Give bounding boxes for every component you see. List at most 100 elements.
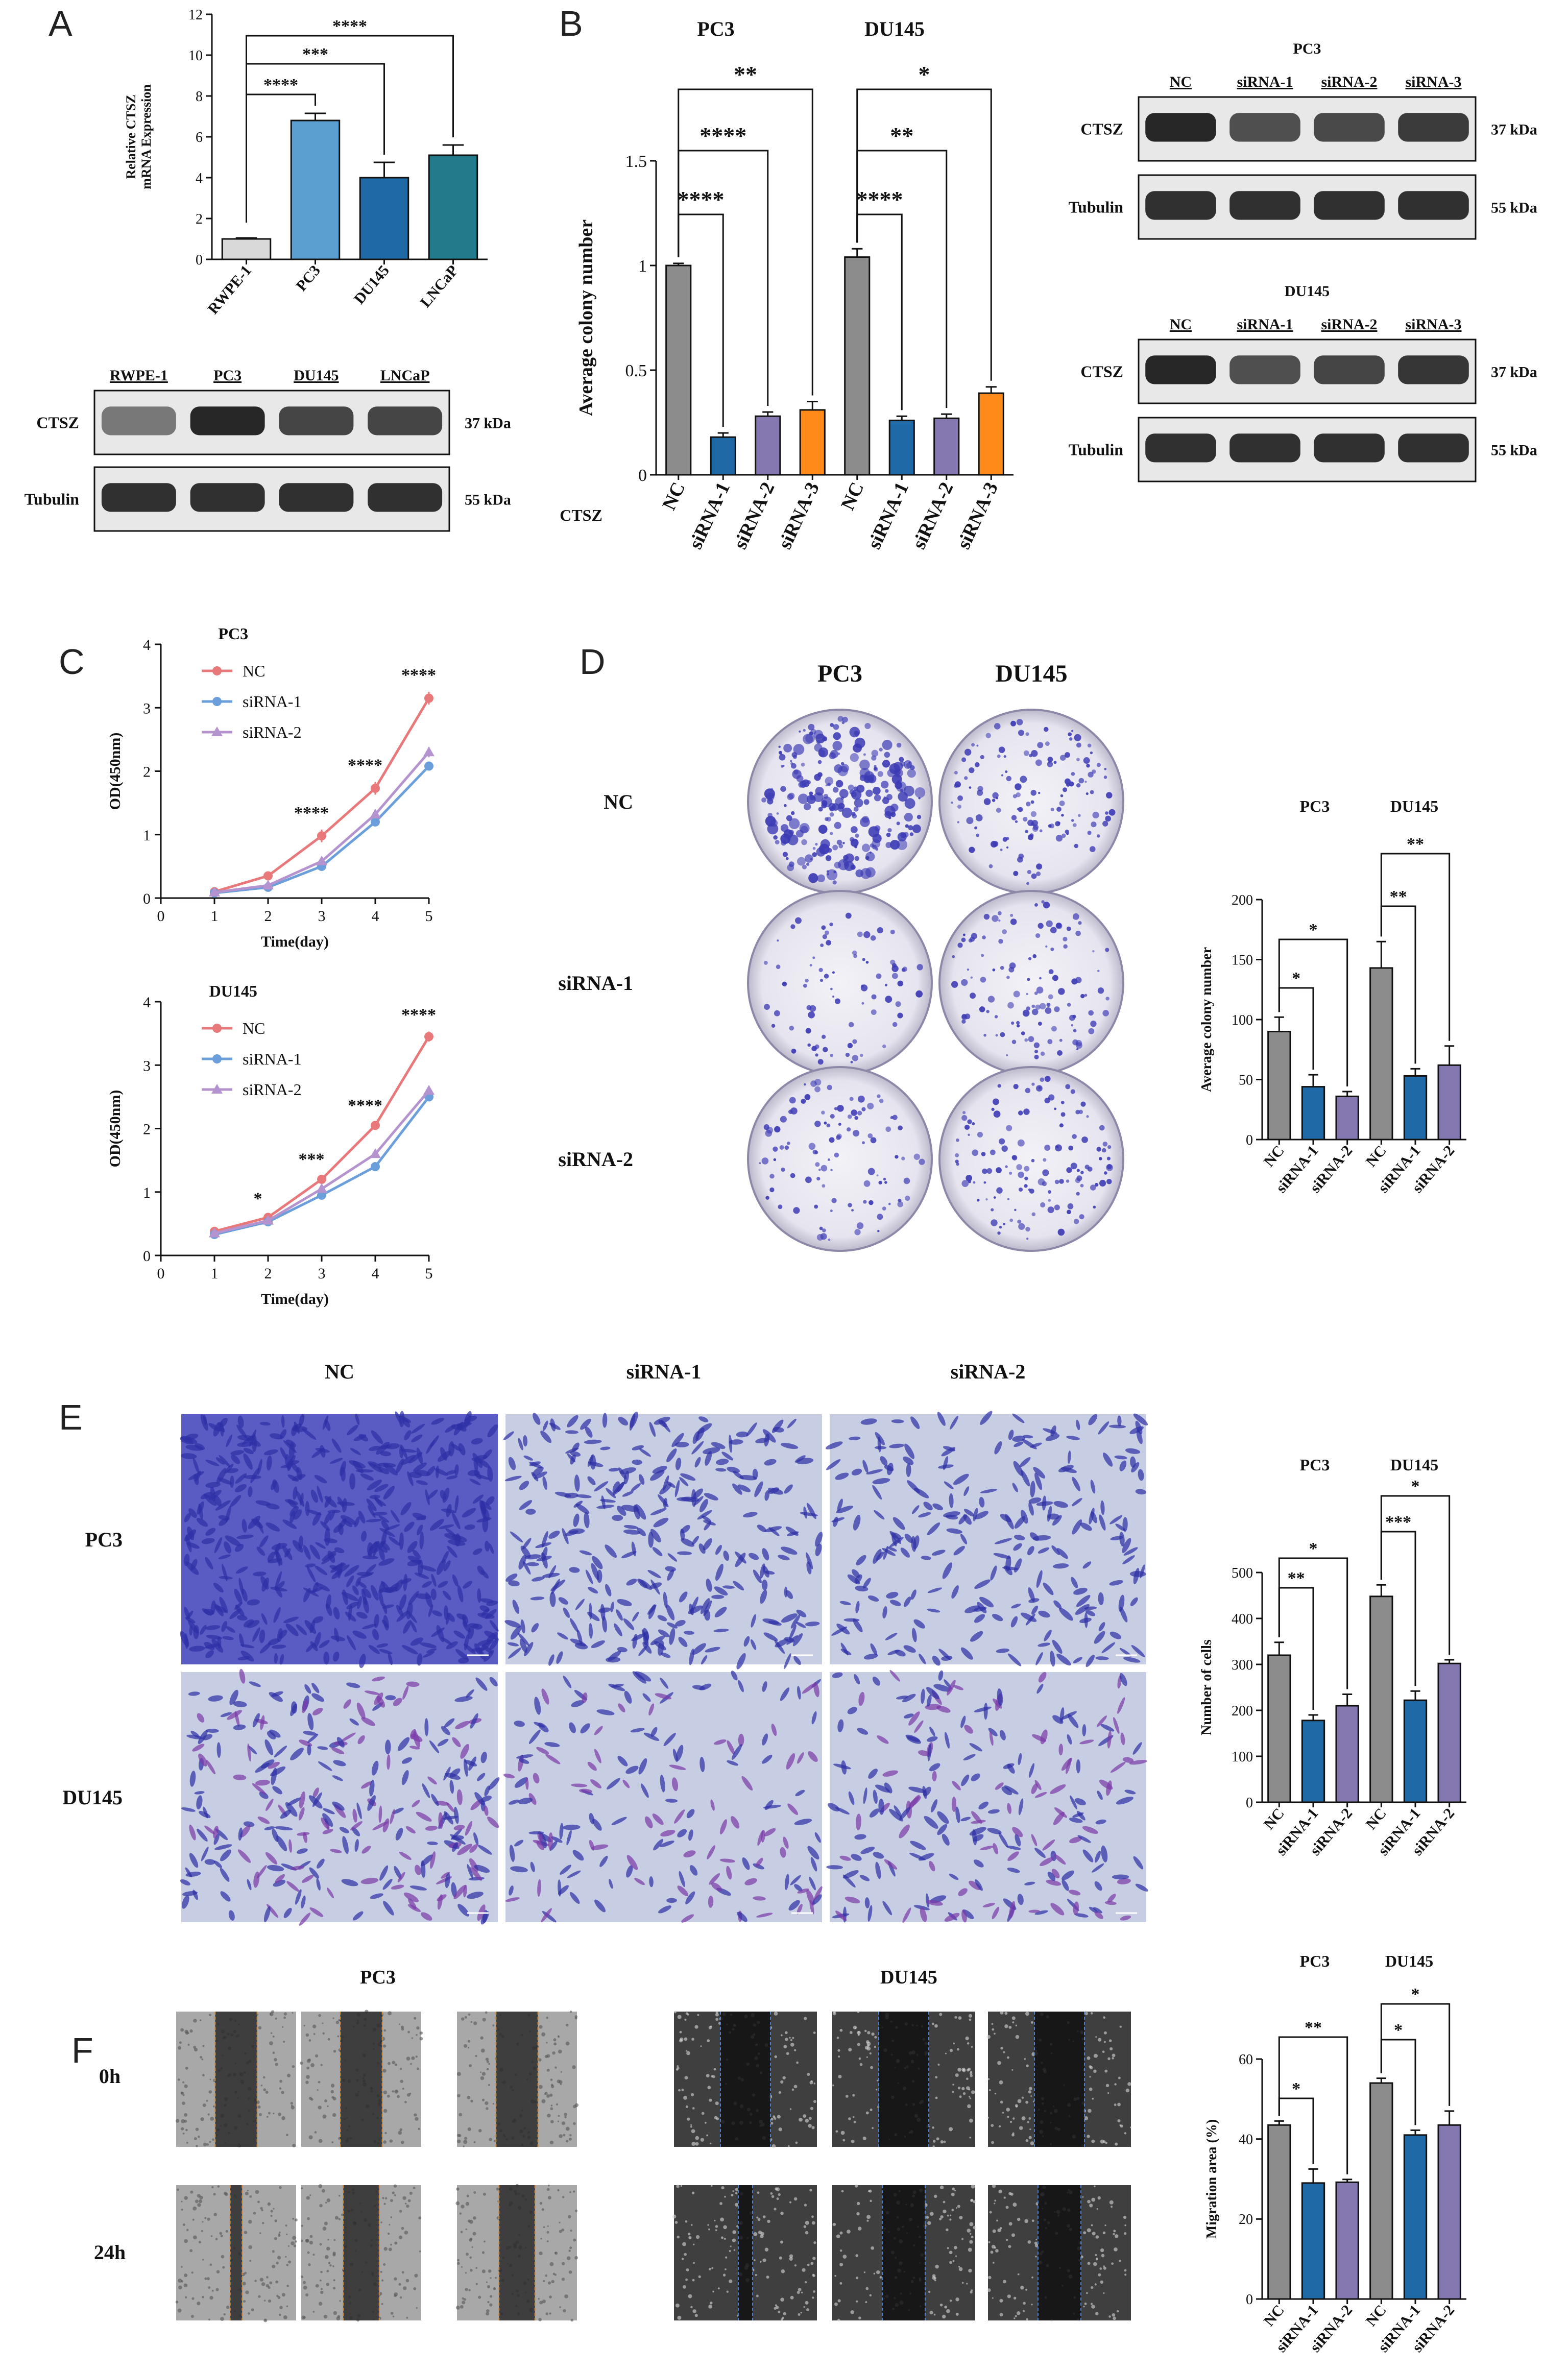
- cell-speck: [777, 2115, 781, 2119]
- stained-cell: [403, 1619, 412, 1634]
- cell-speck: [677, 2015, 682, 2019]
- x-tick-label: NC: [658, 479, 689, 513]
- colony: [998, 939, 1003, 944]
- stained-cell: [632, 1445, 644, 1450]
- stained-cell: [264, 1826, 275, 1830]
- stained-cell: [266, 1503, 280, 1510]
- data-point: [370, 1148, 381, 1158]
- protein-band: [1145, 191, 1216, 220]
- cell-speck: [327, 2038, 330, 2041]
- colony: [1043, 902, 1050, 909]
- cell-speck: [1002, 2112, 1004, 2114]
- stained-cell: [508, 1648, 521, 1659]
- cell-speck: [1016, 2106, 1018, 2108]
- stained-cell: [1014, 1516, 1026, 1529]
- wound-gap: [215, 2012, 257, 2147]
- cell-speck: [874, 2046, 876, 2048]
- cell-speck: [1092, 2232, 1096, 2236]
- stained-cell: [196, 1795, 203, 1810]
- chart-title: DU145: [209, 982, 257, 1000]
- stained-cell: [200, 1625, 207, 1635]
- cell-speck: [1090, 2303, 1093, 2305]
- legend-label: siRNA-1: [243, 692, 302, 711]
- colony: [837, 806, 844, 812]
- stained-cell: [955, 1806, 960, 1823]
- cell-speck: [865, 2301, 867, 2304]
- protein-band: [1314, 355, 1385, 384]
- stained-cell: [655, 1693, 672, 1700]
- cell-speck: [179, 2041, 182, 2044]
- stained-cell: [399, 1851, 412, 1860]
- stained-cell: [775, 1638, 789, 1648]
- colony: [853, 1130, 860, 1137]
- cell-speck: [1025, 2100, 1028, 2104]
- stained-cell: [403, 1892, 419, 1902]
- cell-speck: [318, 2302, 323, 2306]
- stained-cell: [902, 1907, 911, 1923]
- cell-speck: [998, 2189, 1002, 2194]
- cell-speck: [550, 2120, 554, 2124]
- cell-speck: [263, 2088, 267, 2092]
- cell-speck: [782, 2076, 786, 2079]
- stained-cell: [220, 1417, 228, 1428]
- cell-speck: [679, 2030, 682, 2034]
- stained-cell: [463, 1643, 476, 1655]
- colony: [957, 804, 961, 809]
- stained-cell: [367, 1795, 376, 1811]
- stained-cell: [230, 1450, 245, 1456]
- cell-speck: [175, 2300, 179, 2304]
- stained-cell: [1107, 1730, 1112, 1749]
- stained-cell: [972, 1829, 977, 1846]
- colony: [1000, 1032, 1005, 1037]
- colony: [977, 1199, 980, 1202]
- cell-speck: [261, 2209, 263, 2212]
- wound-gap: [882, 2185, 925, 2320]
- colony: [962, 1111, 966, 1115]
- legend-marker: [211, 727, 223, 736]
- cell-speck: [832, 2222, 836, 2227]
- cell-speck: [270, 2214, 273, 2217]
- colony: [1092, 950, 1095, 953]
- stained-cell: [509, 1885, 514, 1896]
- cell-speck: [1008, 2025, 1012, 2029]
- cell-speck: [845, 2095, 849, 2098]
- stained-cell: [778, 1555, 790, 1561]
- cell-speck: [936, 2137, 939, 2141]
- stained-cell: [567, 1415, 578, 1428]
- cell-speck: [312, 2254, 315, 2256]
- cell-speck: [969, 2018, 972, 2021]
- colony: [1065, 1084, 1071, 1090]
- cell-speck: [467, 2095, 471, 2099]
- stained-cell: [671, 1777, 679, 1792]
- stained-cell: [1109, 1631, 1122, 1639]
- colony: [867, 1168, 875, 1175]
- stained-cell: [233, 1701, 247, 1707]
- data-point: [263, 871, 273, 881]
- colony: [961, 1014, 968, 1021]
- stained-cell: [1031, 1783, 1038, 1794]
- cell-speck: [538, 2318, 542, 2321]
- cell-speck: [949, 2251, 953, 2255]
- colony: [1034, 1054, 1039, 1059]
- cell-speck: [996, 2219, 998, 2222]
- stained-cell: [255, 1779, 270, 1786]
- stained-cell: [563, 1676, 572, 1688]
- y-tick-label: 400: [1232, 1611, 1253, 1627]
- colony: [1086, 1115, 1089, 1118]
- cell-speck: [206, 2277, 210, 2281]
- cell-speck: [785, 2038, 788, 2041]
- colony: [812, 846, 816, 850]
- cell-speck: [549, 2295, 552, 2299]
- stained-cell: [226, 1434, 232, 1447]
- stained-cell: [806, 1890, 815, 1906]
- colony: [1031, 1212, 1036, 1217]
- colony: [853, 954, 857, 958]
- colony: [1096, 763, 1101, 767]
- cell-speck: [487, 2301, 490, 2304]
- cell-speck: [546, 2188, 550, 2191]
- cell-speck: [797, 2291, 800, 2294]
- stained-cell: [884, 1782, 892, 1794]
- stained-cell: [534, 1471, 547, 1479]
- cell-speck: [932, 2274, 936, 2278]
- cell-speck: [300, 2239, 303, 2242]
